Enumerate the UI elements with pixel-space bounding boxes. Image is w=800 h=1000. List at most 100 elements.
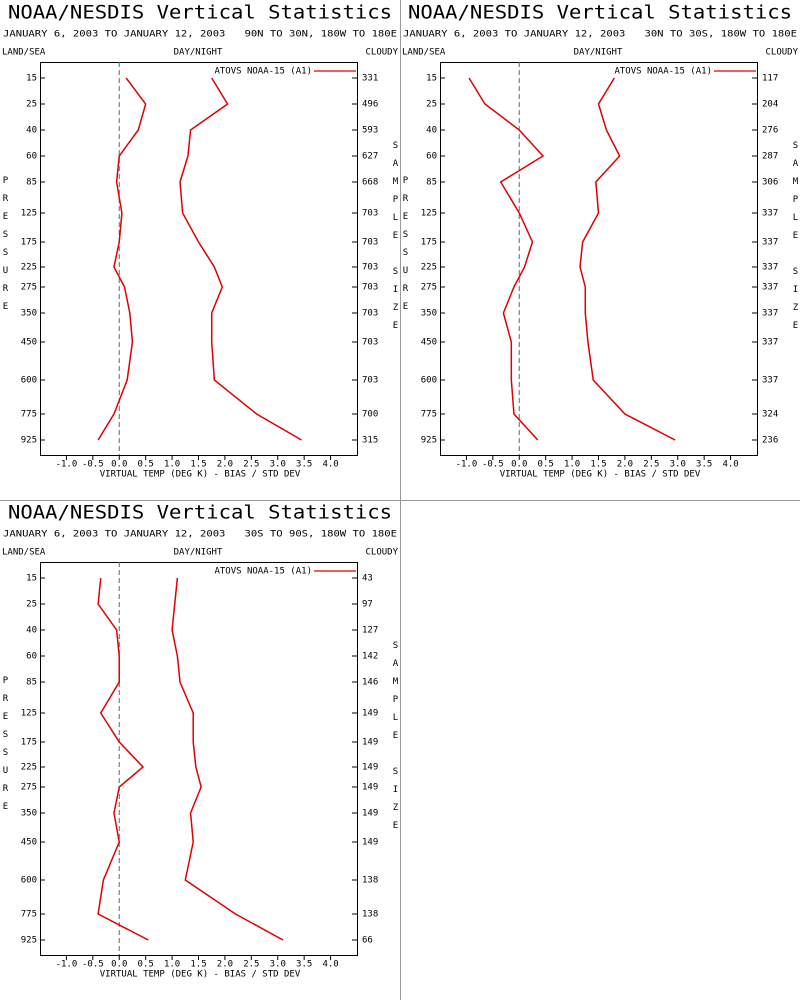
x-tick-label: 2.0 <box>217 960 233 970</box>
y-tick-label: 275 <box>421 283 437 293</box>
series-line <box>579 77 676 441</box>
y-axis-label: PRESSURE <box>1 676 11 820</box>
x-tick-label: 2.0 <box>617 460 633 470</box>
sample-size: 700 <box>362 410 378 420</box>
panel: NOAA/NESDIS Vertical Statistics JANUARY 6… <box>401 2 800 480</box>
y-tick-label: 40 <box>426 126 437 136</box>
sample-size: 306 <box>762 178 778 188</box>
sample-size: 324 <box>762 410 778 420</box>
subtitle: JANUARY 6, 2003 TO JANUARY 12, 2003 30N … <box>403 30 797 40</box>
y-axis-label: PRESSURE <box>1 176 11 320</box>
y-tick-label: 15 <box>26 74 37 84</box>
y-tick-label: 60 <box>26 652 37 662</box>
sample-size: 142 <box>362 652 378 662</box>
sample-size: 703 <box>362 238 378 248</box>
sample-size: 97 <box>362 600 373 610</box>
sample-size: 337 <box>762 263 778 273</box>
legend-label: ATOVS NOAA-15 (A1) <box>214 67 312 77</box>
sample-size: 43 <box>362 574 373 584</box>
chart-title: NOAA/NESDIS Vertical Statistics <box>8 502 392 524</box>
sample-size: 703 <box>362 309 378 319</box>
center-header: DAY/NIGHT <box>574 48 623 58</box>
x-tick-label: 0.5 <box>538 460 554 470</box>
sample-size: 627 <box>362 152 378 162</box>
sample-size: 204 <box>762 100 778 110</box>
sample-size: 149 <box>362 709 378 719</box>
sample-size: 703 <box>362 338 378 348</box>
left-header: LAND/SEA <box>2 548 46 558</box>
x-tick-label: 1.5 <box>190 460 206 470</box>
y-tick-label: 40 <box>26 126 37 136</box>
x-tick-label: 1.5 <box>590 460 606 470</box>
center-header: DAY/NIGHT <box>174 48 223 58</box>
subtitle: JANUARY 6, 2003 TO JANUARY 12, 2003 30S … <box>3 530 397 540</box>
series-line <box>468 77 545 441</box>
y-tick-label: 600 <box>21 376 37 386</box>
y-tick-label: 450 <box>21 838 37 848</box>
sample-size: 149 <box>362 783 378 793</box>
x-tick-label: 2.5 <box>243 960 259 970</box>
legend-label: ATOVS NOAA-15 (A1) <box>214 567 312 577</box>
panel: NOAA/NESDIS Vertical Statistics JANUARY 6… <box>1 502 401 980</box>
series-line <box>171 577 284 941</box>
x-tick-label: 4.0 <box>322 960 338 970</box>
y-tick-label: 40 <box>26 626 37 636</box>
y-tick-label: 350 <box>21 309 37 319</box>
x-tick-label: 3.5 <box>696 460 712 470</box>
series-line <box>179 77 302 441</box>
x-tick-label: 0.5 <box>138 460 154 470</box>
sample-size: 149 <box>362 838 378 848</box>
x-tick-label: 2.5 <box>243 460 259 470</box>
y-tick-label: 225 <box>21 263 37 273</box>
y-tick-label: 925 <box>21 936 37 946</box>
sample-size: 331 <box>362 74 378 84</box>
y-tick-label: 85 <box>26 178 37 188</box>
sample-size: 149 <box>362 738 378 748</box>
x-tick-label: 1.0 <box>164 960 180 970</box>
x-tick-label: -1.0 <box>56 460 78 470</box>
x-tick-label: 1.0 <box>164 460 180 470</box>
y-tick-label: 15 <box>26 574 37 584</box>
x-tick-label: -0.5 <box>482 460 504 470</box>
y2-axis-label: SAMPLE SIZE <box>791 141 800 339</box>
y-tick-label: 450 <box>421 338 437 348</box>
sample-size: 703 <box>362 209 378 219</box>
x-tick-label: 3.0 <box>270 460 286 470</box>
panel: NOAA/NESDIS Vertical Statistics JANUARY 6… <box>1 2 401 480</box>
x-tick-label: 3.5 <box>296 960 312 970</box>
y-axis-label: PRESSURE <box>401 176 411 320</box>
y-tick-label: 225 <box>421 263 437 273</box>
x-axis-label: VIRTUAL TEMP (DEG K) - BIAS / STD DEV <box>100 470 301 480</box>
sample-size: 66 <box>362 936 373 946</box>
sample-size: 127 <box>362 626 378 636</box>
y-tick-label: 775 <box>421 410 437 420</box>
right-header: CLOUDY <box>365 48 398 58</box>
sample-size: 138 <box>362 910 378 920</box>
x-tick-label: 4.0 <box>322 460 338 470</box>
y-tick-label: 925 <box>21 436 37 446</box>
x-tick-label: -1.0 <box>456 460 478 470</box>
y-tick-label: 60 <box>426 152 437 162</box>
sample-size: 703 <box>362 263 378 273</box>
y-tick-label: 85 <box>426 178 437 188</box>
sample-size: 117 <box>762 74 778 84</box>
series-line <box>97 77 147 441</box>
sample-size: 337 <box>762 238 778 248</box>
subtitle: JANUARY 6, 2003 TO JANUARY 12, 2003 90N … <box>3 30 397 40</box>
y-tick-label: 60 <box>26 152 37 162</box>
y-tick-label: 125 <box>421 209 437 219</box>
x-axis-label: VIRTUAL TEMP (DEG K) - BIAS / STD DEV <box>100 970 301 980</box>
y-tick-label: 175 <box>421 238 437 248</box>
chart-title: NOAA/NESDIS Vertical Statistics <box>408 2 792 24</box>
y2-axis-label: SAMPLE SIZE <box>391 641 401 839</box>
y-tick-label: 225 <box>21 763 37 773</box>
x-tick-label: 0.0 <box>511 460 527 470</box>
x-tick-label: 0.0 <box>111 960 127 970</box>
y-tick-label: 125 <box>21 209 37 219</box>
y-tick-label: 275 <box>21 783 37 793</box>
y-tick-label: 775 <box>21 910 37 920</box>
y-tick-label: 175 <box>21 738 37 748</box>
x-tick-label: 2.0 <box>217 460 233 470</box>
y-tick-label: 25 <box>26 600 37 610</box>
